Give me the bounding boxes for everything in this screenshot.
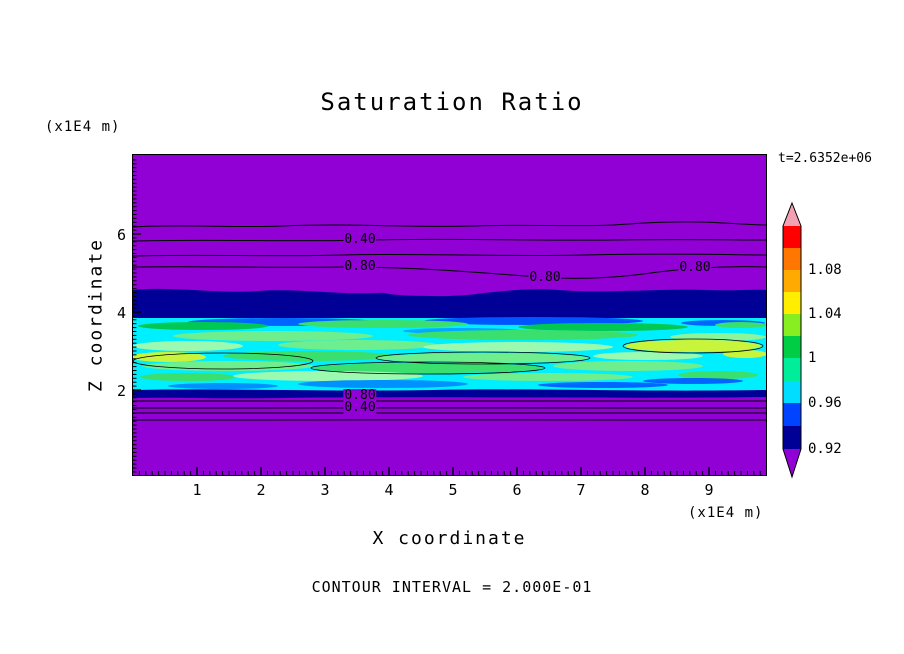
contour-interval-note: CONTOUR INTERVAL = 2.000E-01 [311, 578, 593, 596]
contour-label: 0.80 [343, 259, 377, 275]
colorbar-band [783, 226, 801, 248]
z-tick-label: 6 [116, 226, 126, 244]
contour-label: 0.40 [343, 232, 377, 248]
contour-line [133, 253, 766, 257]
x-tick-label: 4 [384, 481, 394, 499]
contour-label: 0.80 [343, 388, 377, 404]
contour-line [133, 266, 766, 279]
z-tick-label: 4 [116, 304, 126, 322]
x-tick-label: 7 [576, 481, 586, 499]
colorbar [782, 201, 802, 479]
page-title: Saturation Ratio [320, 88, 584, 116]
colorbar-tick-label: 1.04 [808, 306, 842, 322]
colorbar-top-point [783, 203, 801, 226]
x-axis-unit-label: (x1E4 m) [688, 505, 764, 521]
green-streak [518, 323, 688, 331]
contour-line [133, 238, 766, 242]
colorbar-band [783, 381, 801, 403]
contour-label: 0.40 [343, 400, 377, 416]
x-tick-label: 5 [448, 481, 458, 499]
blue-streak [643, 378, 743, 384]
purple-inlet [290, 285, 346, 291]
blue-streak [423, 317, 643, 325]
green-streak [140, 373, 236, 381]
green-streak [233, 371, 423, 381]
green-streak [378, 353, 588, 363]
x-tick-label: 3 [320, 481, 330, 499]
x-tick-label: 8 [640, 481, 650, 499]
green-streak [593, 352, 703, 360]
z-axis-title: Z coordinate [85, 237, 107, 393]
colorbar-bottom-point [783, 449, 801, 477]
green-streak [553, 361, 703, 371]
contour-line [133, 400, 766, 402]
green-streak [423, 342, 613, 352]
blue-streak [538, 382, 668, 388]
lime-streak [723, 350, 766, 358]
colorbar-band [783, 314, 801, 336]
colorbar-band [783, 336, 801, 358]
x-tick-label: 2 [256, 481, 266, 499]
plot-area: 0.40 0.80 0.80 0.80 0.80 0.40 [132, 154, 767, 476]
colorbar-outline [782, 201, 802, 479]
contour-line [133, 221, 766, 228]
colorbar-tick-label: 1.08 [808, 262, 842, 278]
contour-outline [133, 352, 314, 370]
green-streak [133, 341, 243, 351]
colorbar-tick-label: 1 [808, 350, 817, 366]
x-tick-label: 1 [192, 481, 202, 499]
colorbar-band [783, 292, 801, 314]
contour-label: 0.80 [528, 270, 562, 286]
green-streak [313, 363, 543, 373]
contour-line [133, 419, 766, 421]
purple-inlet [383, 288, 483, 296]
contour-outline [622, 338, 764, 354]
contour-line [133, 407, 766, 409]
x-tick-label: 6 [512, 481, 522, 499]
green-streak [278, 340, 438, 350]
contour-label: 0.80 [678, 260, 712, 276]
z-axis-unit-label: (x1E4 m) [45, 119, 121, 135]
navy-band-top [133, 288, 766, 322]
contour-outline [375, 351, 591, 365]
x-tick-label: 9 [704, 481, 714, 499]
green-streak [463, 373, 633, 381]
lime-streak [625, 340, 761, 352]
green-streak [408, 330, 638, 340]
z-tick-label: 2 [116, 382, 126, 400]
colorbar-band [783, 248, 801, 270]
green-streak [173, 331, 373, 341]
contour-field-svg [133, 159, 766, 475]
colorbar-band [783, 358, 801, 381]
green-streak [143, 361, 313, 371]
green-streak [715, 322, 766, 328]
colorbar-band [783, 426, 801, 449]
purple-inlet [622, 284, 674, 290]
time-annotation: t=2.6352e+06 [778, 151, 872, 166]
blue-streak [298, 380, 468, 388]
colorbar-band [783, 403, 801, 426]
green-streak [678, 371, 758, 379]
colorbar-band [783, 270, 801, 292]
green-streak [138, 322, 268, 330]
colorbar-tick-label: 0.92 [808, 441, 842, 457]
contour-outline [310, 361, 546, 375]
colorbar-tick-label: 0.96 [808, 395, 842, 411]
x-axis-title: X coordinate [372, 528, 527, 549]
lime-streak [133, 352, 206, 362]
green-streak [298, 320, 468, 328]
green-streak [223, 351, 393, 361]
navy-band-bottom [133, 389, 766, 399]
blue-streak [168, 383, 278, 389]
